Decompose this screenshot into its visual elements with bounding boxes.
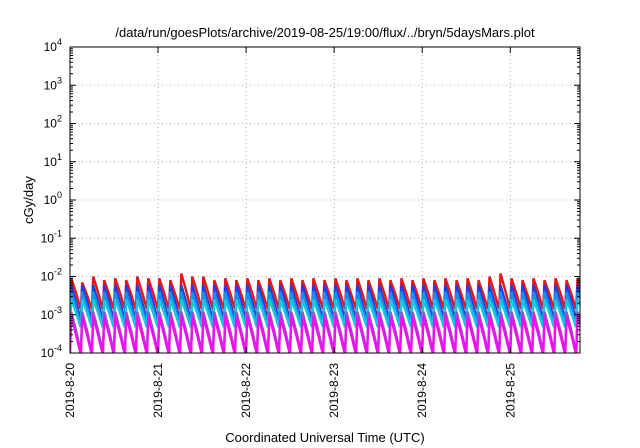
y-tick-label: 10-1 <box>41 228 62 245</box>
tick-marks <box>69 46 580 354</box>
y-tick-label: 10-3 <box>41 305 62 322</box>
y-tick-label: 102 <box>44 114 62 131</box>
y-tick-label: 101 <box>44 152 62 169</box>
series-group <box>70 273 580 353</box>
x-tick-label: 2019-8-25 <box>503 363 517 418</box>
y-tick-label: 103 <box>44 75 62 92</box>
grid-lines <box>70 47 580 353</box>
chart-title: /data/run/goesPlots/archive/2019-08-25/1… <box>115 25 535 40</box>
y-tick-label: 10-4 <box>41 343 62 360</box>
x-tick-label: 2019-8-24 <box>415 363 429 418</box>
x-tick-label: 2019-8-21 <box>151 363 165 418</box>
x-tick-label: 2019-8-22 <box>239 363 253 418</box>
y-tick-label: 10-2 <box>41 267 62 284</box>
y-tick-label: 100 <box>44 190 62 207</box>
series-line-6 <box>70 316 580 353</box>
x-tick-labels: 2019-8-20 2019-8-21 2019-8-22 2019-8-23 2019… <box>63 363 517 418</box>
y-axis-label: cGy/day <box>21 176 36 224</box>
y-tick-labels: 10-4 10-3 10-2 10-1 100 101 102 103 104 <box>41 37 62 360</box>
x-axis-label: Coordinated Universal Time (UTC) <box>225 430 424 445</box>
x-tick-label: 2019-8-20 <box>63 363 77 418</box>
x-tick-label: 2019-8-23 <box>327 363 341 418</box>
y-tick-label: 104 <box>44 37 62 54</box>
